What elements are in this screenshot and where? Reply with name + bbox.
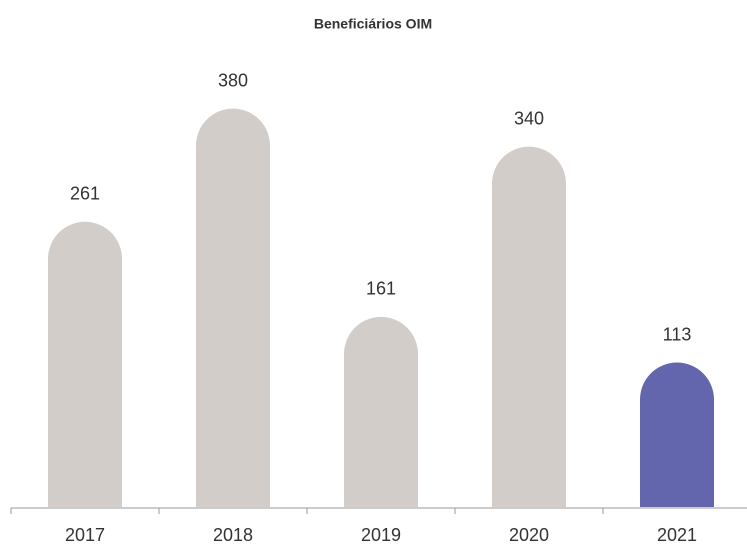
bar <box>640 362 714 507</box>
bar <box>196 108 270 507</box>
value-label: 380 <box>218 70 248 90</box>
bar <box>344 316 418 507</box>
value-label: 340 <box>514 108 544 128</box>
x-tick-label: 2021 <box>657 525 697 545</box>
bar <box>492 146 566 507</box>
x-tick-label: 2017 <box>65 525 105 545</box>
x-tick-label: 2018 <box>213 525 253 545</box>
chart-title: Beneficiários OIM <box>314 16 432 32</box>
x-tick-label: 2019 <box>361 525 401 545</box>
x-tick-label: 2020 <box>509 525 549 545</box>
bar <box>48 221 122 507</box>
value-label: 113 <box>663 324 692 344</box>
value-label: 261 <box>70 184 100 204</box>
value-label: 161 <box>366 279 396 299</box>
